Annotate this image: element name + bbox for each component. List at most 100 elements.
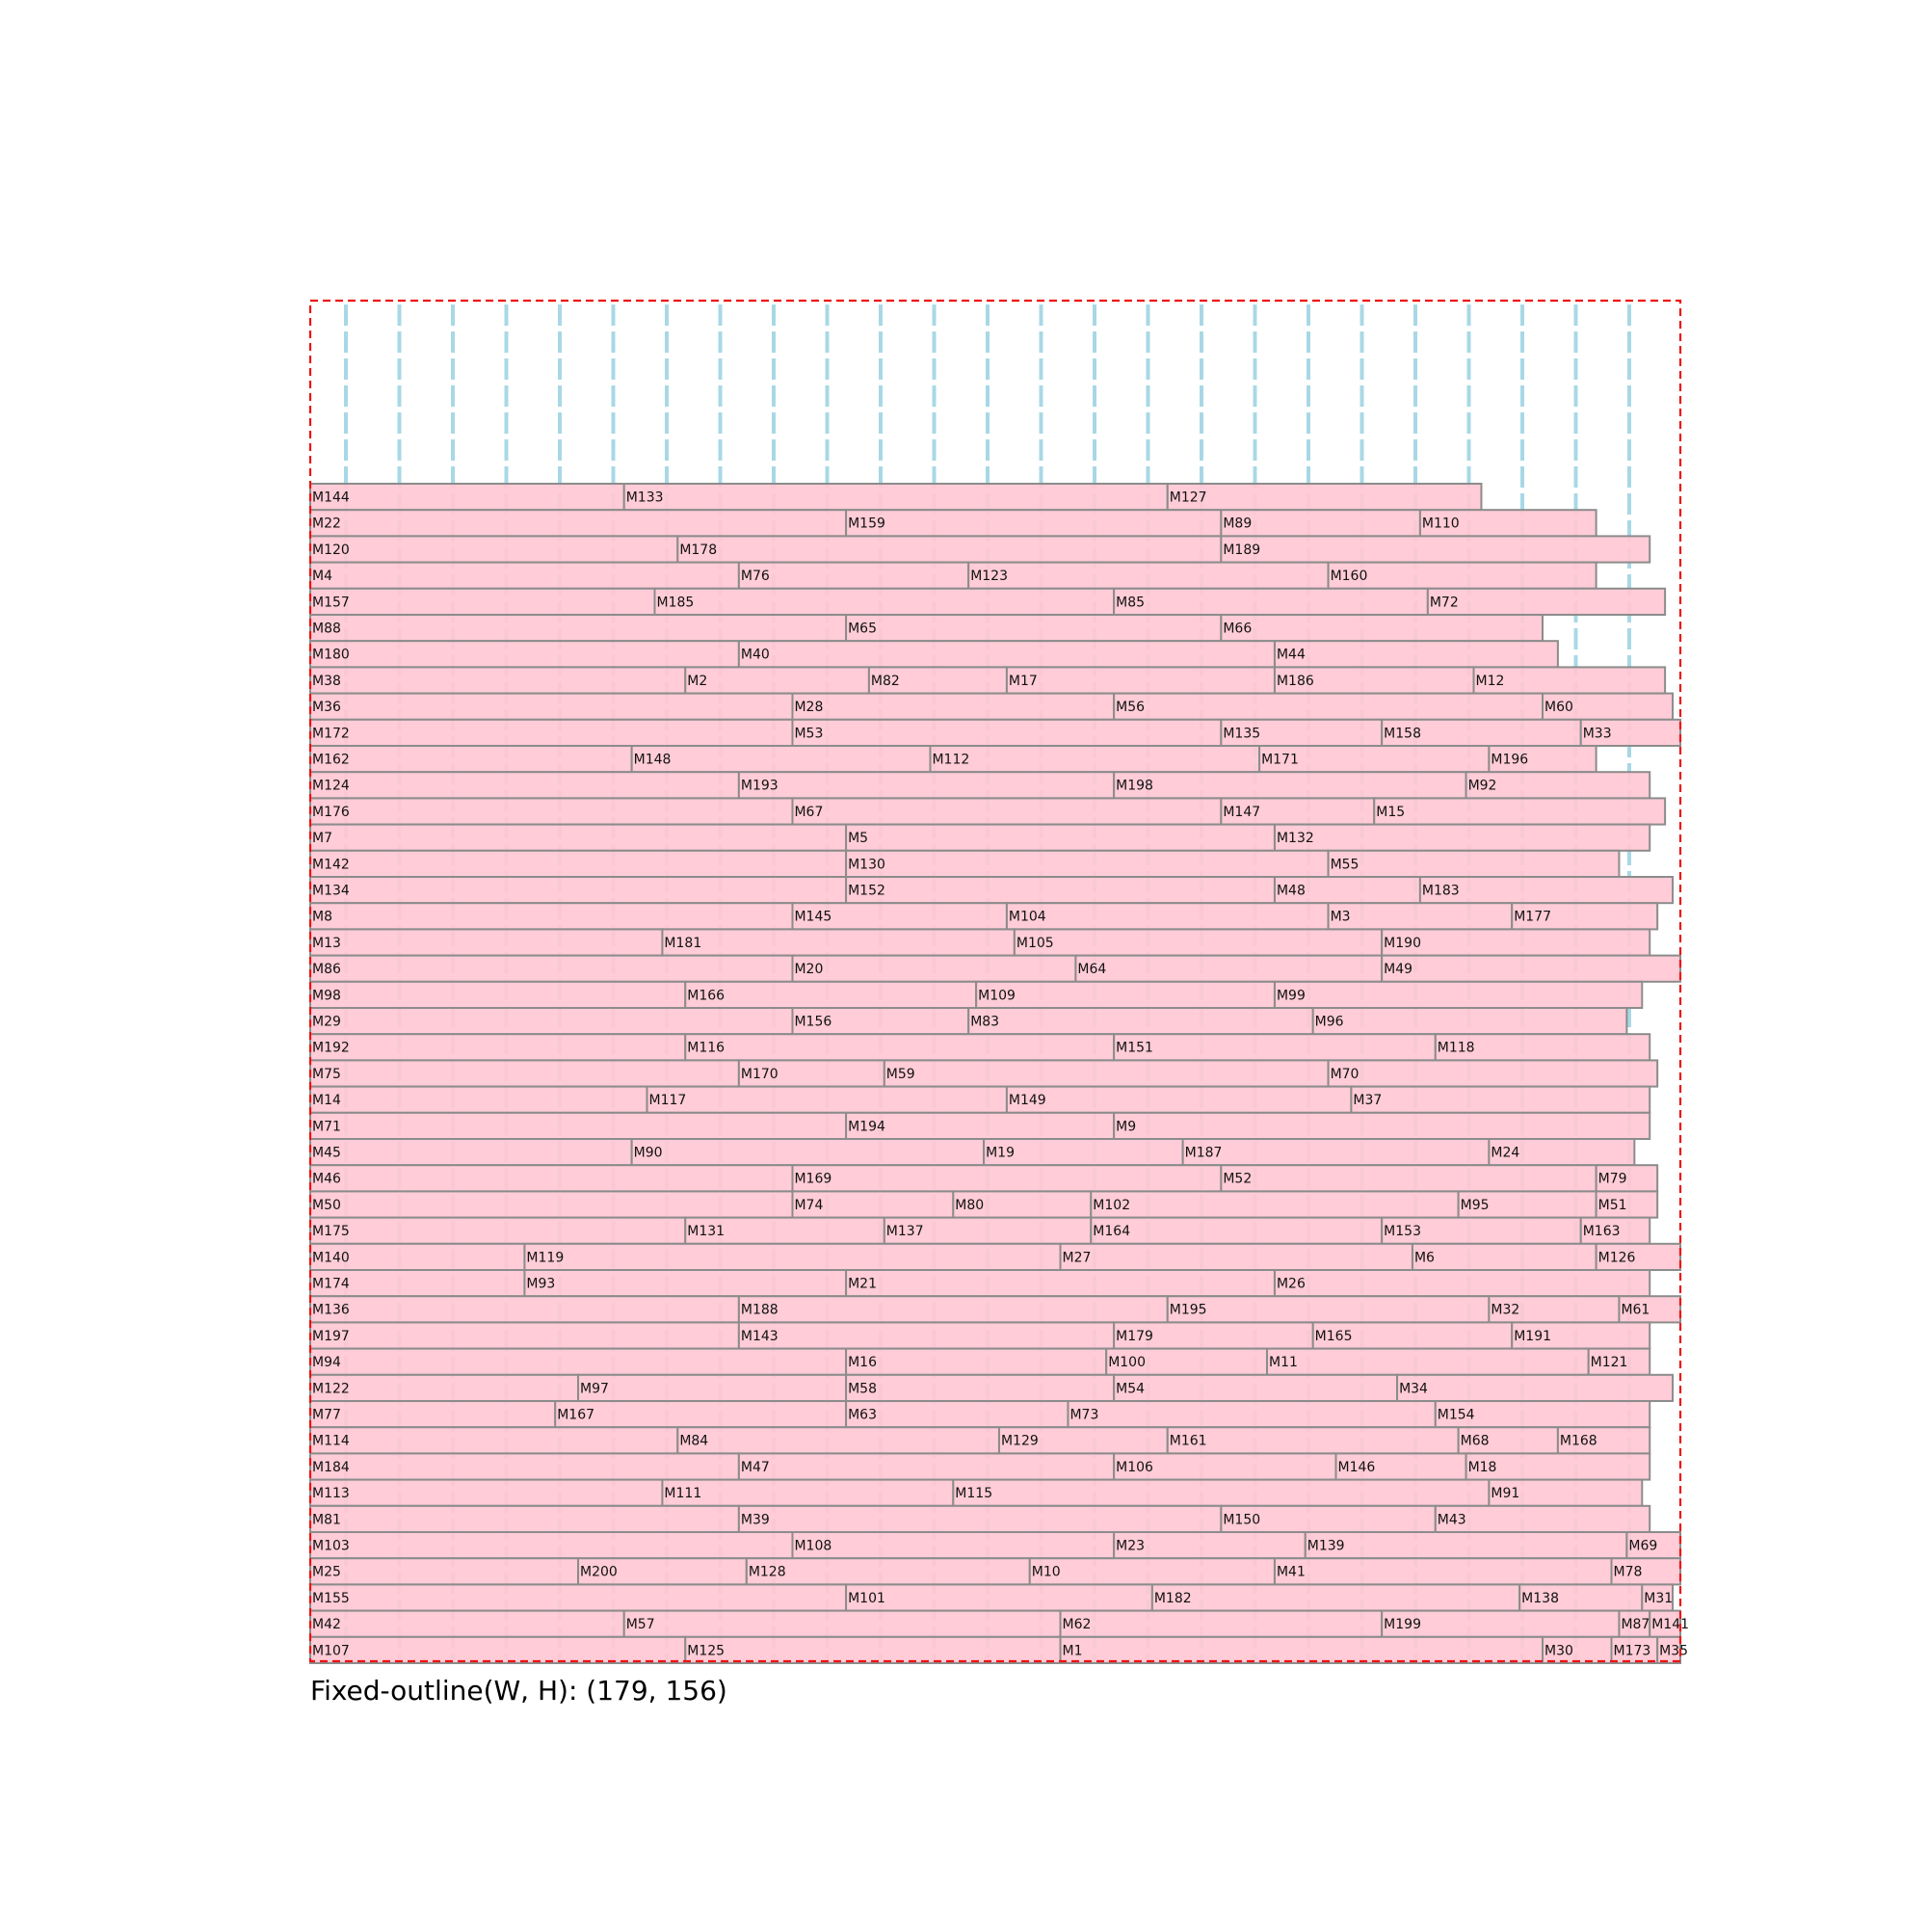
module-block xyxy=(1434,1504,1651,1534)
module-block xyxy=(1556,1426,1651,1455)
module-block xyxy=(791,1531,1116,1560)
module-label: M56 xyxy=(1116,700,1145,715)
module-label: M103 xyxy=(312,1539,350,1554)
module-label: M119 xyxy=(526,1250,564,1265)
module-block xyxy=(1488,1478,1644,1507)
module-block xyxy=(1220,1164,1597,1193)
module-label: M186 xyxy=(1277,674,1314,689)
module-block xyxy=(1013,928,1384,957)
module-block xyxy=(309,561,740,590)
module-label: M143 xyxy=(741,1329,779,1344)
module-block xyxy=(309,1400,557,1429)
module-label: M107 xyxy=(312,1643,350,1658)
module-label: M46 xyxy=(312,1172,341,1187)
module-label: M160 xyxy=(1331,569,1368,584)
module-label: M115 xyxy=(955,1486,992,1501)
module-block xyxy=(983,1138,1184,1167)
module-block xyxy=(883,1059,1330,1088)
module-label: M158 xyxy=(1384,726,1421,741)
module-block xyxy=(309,692,794,721)
module-block xyxy=(1434,1033,1651,1062)
module-label: M172 xyxy=(312,726,350,741)
module-block xyxy=(1373,797,1667,826)
module-block xyxy=(737,1321,1116,1350)
module-block xyxy=(622,1609,1062,1638)
module-label: M60 xyxy=(1544,700,1573,715)
module-label: M142 xyxy=(312,857,350,872)
module-block xyxy=(1618,1295,1681,1324)
module-label: M64 xyxy=(1077,962,1106,977)
module-block xyxy=(737,561,970,590)
module-label: M33 xyxy=(1583,726,1612,741)
module-label: M36 xyxy=(312,700,341,715)
module-block xyxy=(523,1242,1062,1272)
module-block xyxy=(1113,1033,1437,1062)
module-label: M124 xyxy=(312,779,350,794)
module-label: M145 xyxy=(794,910,832,925)
module-label: M117 xyxy=(649,1093,687,1108)
module-block xyxy=(676,1426,1000,1455)
module-label: M18 xyxy=(1468,1460,1497,1475)
module-block xyxy=(845,1400,1069,1429)
module-label: M174 xyxy=(312,1277,350,1292)
module-label: M35 xyxy=(1659,1643,1688,1658)
module-block xyxy=(309,797,794,826)
module-label: M156 xyxy=(794,1015,832,1030)
module-block xyxy=(1579,718,1681,747)
module-label: M11 xyxy=(1269,1355,1298,1370)
module-label: M151 xyxy=(1116,1041,1153,1056)
module-block xyxy=(661,928,1016,957)
module-label: M45 xyxy=(312,1146,341,1161)
module-block xyxy=(622,483,1169,512)
module-row: M172 M53 M135 M158 M33 xyxy=(309,718,1681,747)
module-label: M97 xyxy=(580,1381,609,1396)
module-label: M120 xyxy=(312,543,350,558)
module-label: M183 xyxy=(1422,884,1460,899)
module-label: M47 xyxy=(741,1460,770,1475)
module-label: M74 xyxy=(794,1198,823,1213)
module-row: M14 M117 M149 M37 xyxy=(309,1085,1651,1114)
module-block xyxy=(791,902,1008,931)
module-row: M136 M188 M195 M32 M61 xyxy=(309,1295,1681,1324)
module-block xyxy=(309,1033,687,1062)
module-block xyxy=(1266,1347,1590,1376)
module-block xyxy=(845,849,1330,878)
module-label: M5 xyxy=(848,831,868,846)
module-block xyxy=(1067,1400,1437,1429)
module-label: M40 xyxy=(741,648,770,663)
module-block xyxy=(845,614,1223,643)
module-block xyxy=(1005,1085,1353,1114)
module-label: M108 xyxy=(794,1539,832,1554)
module-label: M41 xyxy=(1277,1565,1306,1580)
module-label: M121 xyxy=(1591,1355,1628,1370)
module-label: M13 xyxy=(312,936,341,951)
module-label: M126 xyxy=(1598,1250,1636,1265)
module-label: M63 xyxy=(848,1408,877,1423)
module-block xyxy=(309,1583,848,1612)
module-label: M88 xyxy=(312,622,341,637)
module-block xyxy=(1090,1216,1384,1245)
module-label: M125 xyxy=(687,1643,725,1658)
module-block xyxy=(745,1557,1031,1586)
module-block xyxy=(309,745,633,774)
module-block xyxy=(1327,1059,1659,1088)
module-block xyxy=(309,1635,687,1665)
module-block xyxy=(309,849,848,878)
module-row: M42 M57 M62 M199 M87 M141 xyxy=(309,1609,1689,1638)
module-block xyxy=(577,1557,748,1586)
module-label: M32 xyxy=(1491,1303,1519,1318)
module-row: M88 M65 M66 xyxy=(309,614,1544,643)
module-label: M29 xyxy=(312,1015,341,1030)
module-block xyxy=(1074,954,1384,983)
module-block xyxy=(737,640,1276,669)
module-block xyxy=(929,745,1261,774)
fixed-outline-caption: Fixed-outline(W, H): (179, 156) xyxy=(310,1675,727,1707)
module-row: M120 M178 M189 xyxy=(309,535,1651,564)
module-label: M157 xyxy=(312,595,350,610)
module-block xyxy=(630,745,932,774)
module-label: M196 xyxy=(1491,753,1528,768)
module-block xyxy=(845,823,1276,852)
module-label: M9 xyxy=(1116,1119,1136,1134)
module-block xyxy=(737,1504,1223,1534)
